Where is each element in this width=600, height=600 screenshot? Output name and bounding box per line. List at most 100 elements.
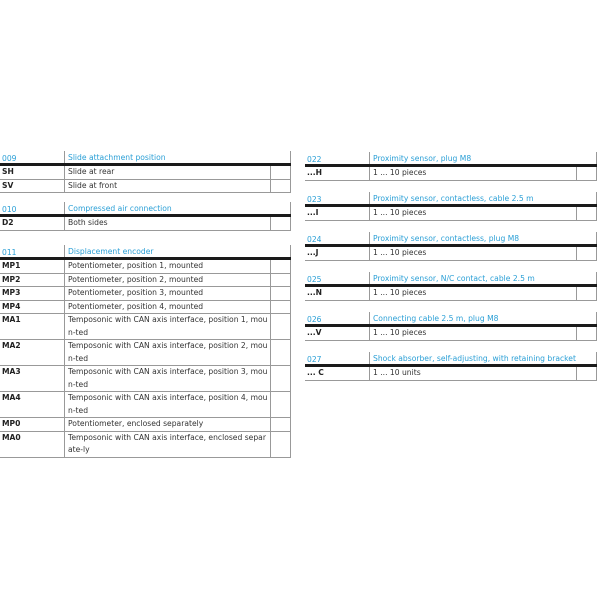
option-description: Temposonic with CAN axis interface, posi…: [64, 314, 270, 339]
option-title: Proximity sensor, plug M8: [369, 152, 596, 164]
option-title: Proximity sensor, contactless, cable 2.5…: [369, 192, 596, 204]
option-header: 025 Proximity sensor, N/C contact, cable…: [305, 272, 597, 284]
selection-box[interactable]: [270, 431, 291, 457]
selection-box[interactable]: [270, 179, 291, 192]
order-code: MA0: [2, 432, 21, 442]
table-row: ...V 1 ... 10 pieces: [305, 327, 597, 341]
option-number: 011: [2, 248, 17, 257]
divider: [596, 272, 597, 284]
option-title: Proximity sensor, N/C contact, cable 2.5…: [369, 272, 596, 284]
order-code: MP2: [2, 274, 21, 284]
order-code: ... C: [307, 368, 324, 377]
option-description: Both sides: [64, 217, 270, 230]
option-title: Displacement encoder: [64, 245, 290, 257]
table-row: MA1 Temposonic with CAN axis interface, …: [0, 314, 291, 340]
order-code: MA4: [2, 393, 21, 402]
table-row: SH Slide at rear: [0, 166, 291, 180]
divider: [596, 232, 597, 244]
header-rule: [305, 364, 597, 367]
order-code: ...V: [307, 328, 322, 337]
option-header: 022 Proximity sensor, plug M8: [305, 152, 597, 164]
header-rule: [305, 324, 597, 327]
option-description: Potentiometer, position 2, mounted: [64, 273, 270, 286]
option-table-011: 011 Displacement encoder MP1 Potentiomet…: [0, 245, 291, 458]
divider: [290, 202, 291, 214]
option-title: Slide attachment position: [64, 151, 290, 163]
order-code: ...H: [307, 168, 323, 177]
option-title: Connecting cable 2.5 m, plug M8: [369, 312, 596, 324]
table-row: MP1 Potentiometer, position 1, mounted: [0, 260, 291, 274]
order-code: MA3: [2, 367, 21, 376]
option-number: 024: [307, 235, 322, 244]
option-title: Shock absorber, self-adjusting, with ret…: [369, 352, 596, 364]
option-description: 1 ... 10 units: [369, 367, 576, 380]
option-header: 023 Proximity sensor, contactless, cable…: [305, 192, 597, 204]
selection-box[interactable]: [270, 260, 291, 273]
order-code: ...J: [307, 248, 319, 257]
order-code: SV: [2, 180, 14, 190]
divider: [596, 152, 597, 164]
option-table-026: 026 Connecting cable 2.5 m, plug M8 ...V…: [305, 312, 597, 341]
option-description: Potentiometer, enclosed separately: [64, 418, 270, 431]
option-number: 022: [307, 155, 322, 164]
header-rule: [305, 164, 597, 167]
option-header: 026 Connecting cable 2.5 m, plug M8: [305, 312, 597, 324]
selection-box[interactable]: [270, 340, 291, 365]
option-description: Potentiometer, position 3, mounted: [64, 287, 270, 300]
table-row: ... C 1 ... 10 units: [305, 367, 597, 381]
option-header: 027 Shock absorber, self-adjusting, with…: [305, 352, 597, 364]
selection-box[interactable]: [576, 367, 597, 380]
table-row: ...I 1 ... 10 pieces: [305, 207, 597, 221]
option-header: 009 Slide attachment position: [0, 151, 291, 163]
option-description: 1 ... 10 pieces: [369, 327, 576, 340]
selection-box[interactable]: [270, 217, 291, 230]
selection-box[interactable]: [576, 167, 597, 180]
table-row: SV Slide at front: [0, 179, 291, 193]
option-table-010: 010 Compressed air connection D2 Both si…: [0, 202, 291, 231]
order-code: ...N: [307, 288, 323, 297]
selection-box[interactable]: [270, 366, 291, 391]
option-description: Slide at rear: [64, 166, 270, 179]
option-title: Compressed air connection: [64, 202, 290, 214]
selection-box[interactable]: [576, 207, 597, 220]
option-number: 026: [307, 315, 322, 324]
option-table-022: 022 Proximity sensor, plug M8 ...H 1 ...…: [305, 152, 597, 181]
table-row: MA3 Temposonic with CAN axis interface, …: [0, 366, 291, 392]
order-code: SH: [2, 167, 14, 176]
divider: [596, 192, 597, 204]
table-row: MA0 Temposonic with CAN axis interface, …: [0, 431, 291, 458]
table-row: MA4 Temposonic with CAN axis interface, …: [0, 392, 291, 418]
selection-box[interactable]: [270, 418, 291, 431]
order-code: MA2: [2, 341, 21, 350]
selection-box[interactable]: [270, 287, 291, 300]
order-code: MP4: [2, 301, 21, 311]
option-number: 010: [2, 205, 17, 214]
option-description: 1 ... 10 pieces: [369, 167, 576, 180]
selection-box[interactable]: [576, 287, 597, 300]
option-description: Potentiometer, position 1, mounted: [64, 260, 270, 273]
selection-box[interactable]: [270, 392, 291, 417]
option-header: 024 Proximity sensor, contactless, plug …: [305, 232, 597, 244]
option-description: Temposonic with CAN axis interface, posi…: [64, 366, 270, 391]
option-header: 010 Compressed air connection: [0, 202, 291, 214]
selection-box[interactable]: [576, 327, 597, 340]
selection-box[interactable]: [576, 247, 597, 260]
header-rule: [305, 204, 597, 207]
option-table-024: 024 Proximity sensor, contactless, plug …: [305, 232, 597, 261]
option-header: 011 Displacement encoder: [0, 245, 291, 257]
order-code: MP0: [2, 419, 21, 428]
table-row: D2 Both sides: [0, 217, 291, 231]
order-code: MP3: [2, 288, 21, 297]
selection-box[interactable]: [270, 300, 291, 313]
selection-box[interactable]: [270, 166, 291, 179]
selection-box[interactable]: [270, 273, 291, 286]
table-row: MA2 Temposonic with CAN axis interface, …: [0, 340, 291, 366]
option-table-009: 009 Slide attachment position SH Slide a…: [0, 151, 291, 193]
table-row: ...H 1 ... 10 pieces: [305, 167, 597, 181]
order-code: ...I: [307, 208, 319, 217]
divider: [290, 245, 291, 257]
header-rule: [0, 214, 291, 217]
selection-box[interactable]: [270, 314, 291, 339]
divider: [596, 312, 597, 324]
header-rule: [0, 257, 291, 260]
